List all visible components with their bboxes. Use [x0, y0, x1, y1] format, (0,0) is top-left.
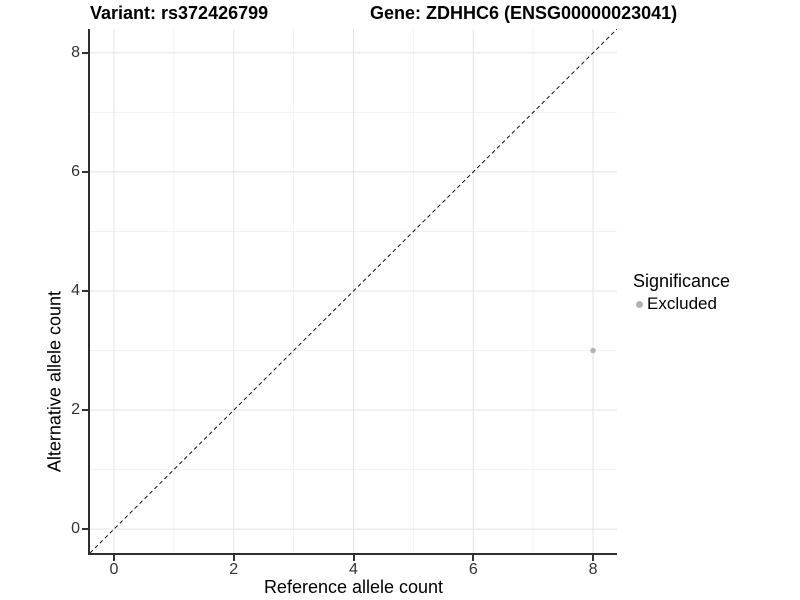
x-axis-title: Reference allele count [263, 577, 444, 597]
x-tick-mark [112, 555, 115, 561]
x-tick-label: 6 [468, 561, 478, 578]
x-tick-label: 8 [588, 561, 598, 578]
y-tick-mark [82, 409, 88, 412]
plot-title-gene: Gene: ZDHHC6 (ENSG00000023041) [370, 3, 678, 23]
plot-title-variant: Variant: rs372426799 [90, 3, 269, 23]
y-axis-title-text: Alternative allele count [44, 290, 64, 473]
y-tick-mark [82, 170, 88, 173]
x-tick-label: 2 [229, 561, 239, 578]
x-tick-mark [352, 555, 355, 561]
y-tick-label: 0 [71, 520, 80, 538]
legend: Significance Excluded [633, 271, 730, 314]
x-tick-mark [232, 555, 235, 561]
y-tick-mark [82, 51, 88, 54]
x-tick-mark [592, 555, 595, 561]
legend-items: Excluded [633, 294, 730, 314]
x-axis-line [88, 553, 617, 555]
y-tick-label: 2 [71, 401, 80, 419]
plot-panel [90, 29, 617, 553]
identity-line [90, 29, 617, 553]
x-tick-mark [472, 555, 475, 561]
x-tick-label: 4 [349, 561, 358, 578]
legend-item: Excluded [633, 294, 730, 314]
x-tick-label: 0 [109, 561, 119, 578]
data-point [590, 347, 596, 354]
y-tick-label: 4 [71, 282, 80, 299]
legend-marker-icon [636, 300, 643, 308]
y-tick-label: 6 [71, 162, 80, 180]
y-tick-mark [82, 528, 88, 531]
y-tick-mark [82, 290, 88, 292]
y-axis-line [88, 29, 90, 555]
legend-item-label: Excluded [647, 294, 717, 313]
legend-title: Significance [633, 271, 731, 291]
y-tick-label: 8 [71, 43, 80, 61]
